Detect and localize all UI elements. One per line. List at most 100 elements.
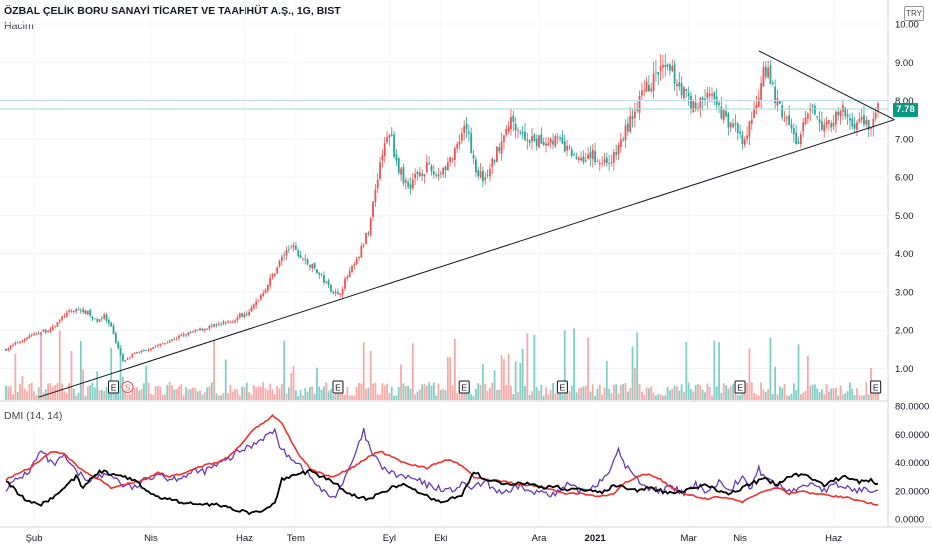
candle-body bbox=[472, 154, 475, 159]
volume-bar bbox=[664, 395, 667, 400]
volume-bar bbox=[107, 389, 110, 400]
candle-body bbox=[727, 113, 730, 128]
volume-bar bbox=[671, 388, 674, 400]
candle-body bbox=[778, 100, 781, 104]
volume-bar bbox=[753, 392, 755, 400]
volume-bar bbox=[711, 395, 713, 400]
volume-bar bbox=[182, 395, 185, 400]
volume-bar bbox=[867, 394, 870, 400]
volume-bar bbox=[722, 383, 725, 400]
candle-body bbox=[206, 329, 208, 330]
candle-body bbox=[248, 312, 251, 316]
candle-body bbox=[797, 141, 800, 144]
candle-body bbox=[479, 171, 482, 178]
candle-body bbox=[294, 245, 297, 250]
candle-body bbox=[397, 158, 400, 173]
candle-body bbox=[89, 309, 92, 316]
volume-bar bbox=[748, 348, 751, 400]
volume-bar bbox=[449, 357, 452, 400]
candle-body bbox=[318, 272, 321, 275]
candle-body bbox=[528, 140, 531, 144]
candle-body bbox=[77, 309, 80, 311]
volume-bar bbox=[266, 389, 269, 400]
candle-body bbox=[86, 310, 89, 315]
volume-bar bbox=[874, 392, 877, 400]
candle-body bbox=[320, 274, 323, 275]
candle-body bbox=[278, 260, 281, 267]
volume-bar bbox=[795, 390, 798, 400]
volume-bar bbox=[589, 391, 592, 400]
candle-body bbox=[725, 111, 727, 117]
candle-body bbox=[694, 102, 697, 109]
candle-body bbox=[729, 122, 732, 128]
currency-badge[interactable]: TRY bbox=[904, 6, 924, 21]
candle-body bbox=[451, 158, 454, 160]
volume-bar bbox=[439, 390, 442, 400]
candle-body bbox=[767, 67, 770, 78]
earnings-marker-label: E bbox=[560, 383, 566, 393]
volume-bar bbox=[552, 383, 554, 400]
volume-bar bbox=[82, 369, 85, 400]
candle-body bbox=[49, 329, 52, 332]
volume-bar bbox=[486, 391, 489, 400]
candle-body bbox=[514, 123, 517, 131]
volume-bar bbox=[152, 394, 155, 400]
candle-body bbox=[673, 64, 676, 84]
volume-bar bbox=[750, 382, 753, 400]
candle-body bbox=[379, 162, 381, 179]
candle-body bbox=[98, 319, 101, 322]
candle-body bbox=[369, 218, 372, 236]
volume-bar bbox=[657, 394, 660, 400]
candle-body bbox=[140, 350, 143, 353]
candle-body bbox=[231, 321, 234, 323]
candle-body bbox=[617, 145, 620, 155]
volume-bar bbox=[84, 395, 87, 400]
volume-bar bbox=[806, 356, 809, 400]
dividend-marker bbox=[121, 381, 134, 393]
volume-bar bbox=[68, 383, 71, 400]
candle-body bbox=[353, 263, 356, 266]
candle-body bbox=[559, 137, 561, 139]
candle-body bbox=[222, 321, 225, 324]
volume-bar bbox=[70, 350, 73, 400]
volume-bar bbox=[9, 386, 12, 400]
candle-body bbox=[666, 64, 669, 67]
candle-body bbox=[792, 128, 795, 135]
candle-body bbox=[229, 321, 232, 323]
candle-body bbox=[453, 148, 456, 160]
volume-bar bbox=[236, 389, 239, 400]
volume-bar bbox=[694, 384, 697, 400]
volume-bar bbox=[496, 389, 498, 400]
price-tick-label: 2.00 bbox=[895, 326, 914, 337]
candle-body bbox=[820, 121, 823, 130]
volume-bar bbox=[626, 391, 629, 400]
candle-body bbox=[68, 310, 71, 312]
candle-body bbox=[652, 73, 655, 91]
volume-bar bbox=[837, 395, 840, 400]
candle-body bbox=[692, 100, 695, 113]
volume-bar bbox=[234, 388, 237, 400]
candle-body bbox=[168, 341, 171, 343]
volume-bar bbox=[690, 388, 692, 400]
volume-bar bbox=[14, 353, 17, 400]
volume-bar bbox=[63, 391, 66, 400]
volume-bar bbox=[362, 342, 365, 400]
volume-bar bbox=[12, 394, 14, 400]
volume-bar bbox=[872, 393, 875, 400]
candle-body bbox=[131, 354, 134, 358]
candle-body bbox=[538, 135, 540, 148]
candle-body bbox=[224, 321, 227, 323]
candle-body bbox=[187, 332, 190, 336]
volume-bar bbox=[517, 392, 519, 400]
volume-bar bbox=[498, 389, 501, 400]
candle-body bbox=[93, 318, 96, 320]
candle-body bbox=[659, 66, 662, 72]
volume-bar bbox=[652, 392, 655, 400]
volume-bar bbox=[316, 367, 318, 400]
volume-bar bbox=[673, 385, 676, 400]
volume-bar bbox=[524, 385, 526, 400]
candle-body bbox=[573, 154, 575, 156]
volume-bar bbox=[505, 384, 508, 400]
